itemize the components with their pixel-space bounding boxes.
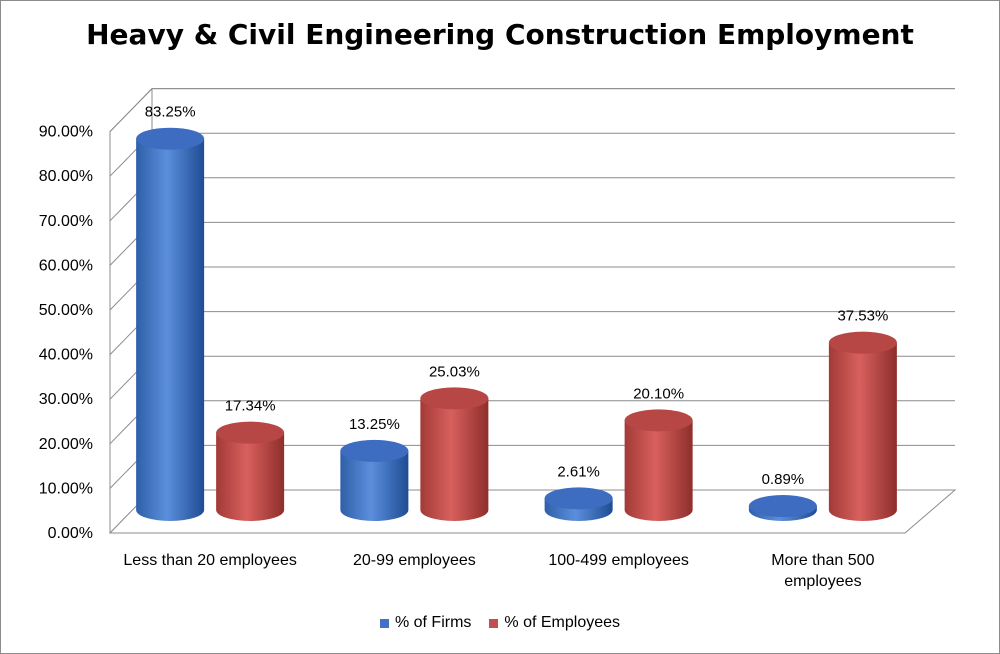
data-label-firms: 2.61% xyxy=(557,463,600,480)
bar-top-firms xyxy=(544,487,613,510)
y-tick-label: 40.00% xyxy=(39,347,93,364)
bar-top-employees xyxy=(420,387,489,410)
x-tick-label: employees xyxy=(784,573,861,590)
y-tick-label: 0.00% xyxy=(48,525,93,542)
chart-title: Heavy & Civil Engineering Construction E… xyxy=(86,18,914,51)
data-label-employees: 17.34% xyxy=(225,398,276,415)
data-label-firms: 13.25% xyxy=(349,416,400,433)
y-tick-label: 80.00% xyxy=(39,168,93,185)
legend-label-firms: % of Firms xyxy=(394,614,472,631)
y-tick-label: 10.00% xyxy=(39,480,93,497)
x-tick-label: 100-499 employees xyxy=(548,552,689,569)
bar-top-firms xyxy=(136,127,205,150)
x-tick-label: More than 500 xyxy=(771,552,874,569)
bar-top-firms xyxy=(748,495,817,518)
y-tick-label: 90.00% xyxy=(39,124,93,141)
y-tick-label: 70.00% xyxy=(39,213,93,230)
y-tick-label: 30.00% xyxy=(39,391,93,408)
x-tick-label: 20-99 employees xyxy=(353,552,476,569)
data-label-employees: 37.53% xyxy=(837,308,888,325)
legend-swatch-employees xyxy=(489,618,499,628)
bar-employees xyxy=(420,398,489,521)
bar-firms xyxy=(136,138,205,521)
legend-swatch-firms xyxy=(379,618,389,628)
bar-employees xyxy=(216,432,285,521)
gridline-side xyxy=(109,88,153,132)
bar-firms xyxy=(340,450,409,521)
bar-top-firms xyxy=(340,439,409,462)
legend: % of Firms % of Employees xyxy=(0,614,1000,632)
y-tick-label: 20.00% xyxy=(39,436,93,453)
bar-top-employees xyxy=(216,421,285,444)
legend-item-employees: % of Employees xyxy=(489,614,620,632)
y-tick-label: 50.00% xyxy=(39,302,93,319)
legend-item-firms: % of Firms xyxy=(379,614,472,632)
data-label-firms: 83.25% xyxy=(145,104,196,121)
bar-employees xyxy=(624,420,693,521)
data-label-employees: 20.10% xyxy=(633,385,684,402)
data-label-firms: 0.89% xyxy=(762,471,805,488)
bar-employees xyxy=(828,342,897,521)
bar-top-employees xyxy=(624,409,693,432)
legend-label-employees: % of Employees xyxy=(504,614,621,631)
y-tick-label: 60.00% xyxy=(39,257,93,274)
data-label-employees: 25.03% xyxy=(429,363,480,380)
bar-top-employees xyxy=(828,331,897,354)
x-tick-label: Less than 20 employees xyxy=(123,552,296,569)
